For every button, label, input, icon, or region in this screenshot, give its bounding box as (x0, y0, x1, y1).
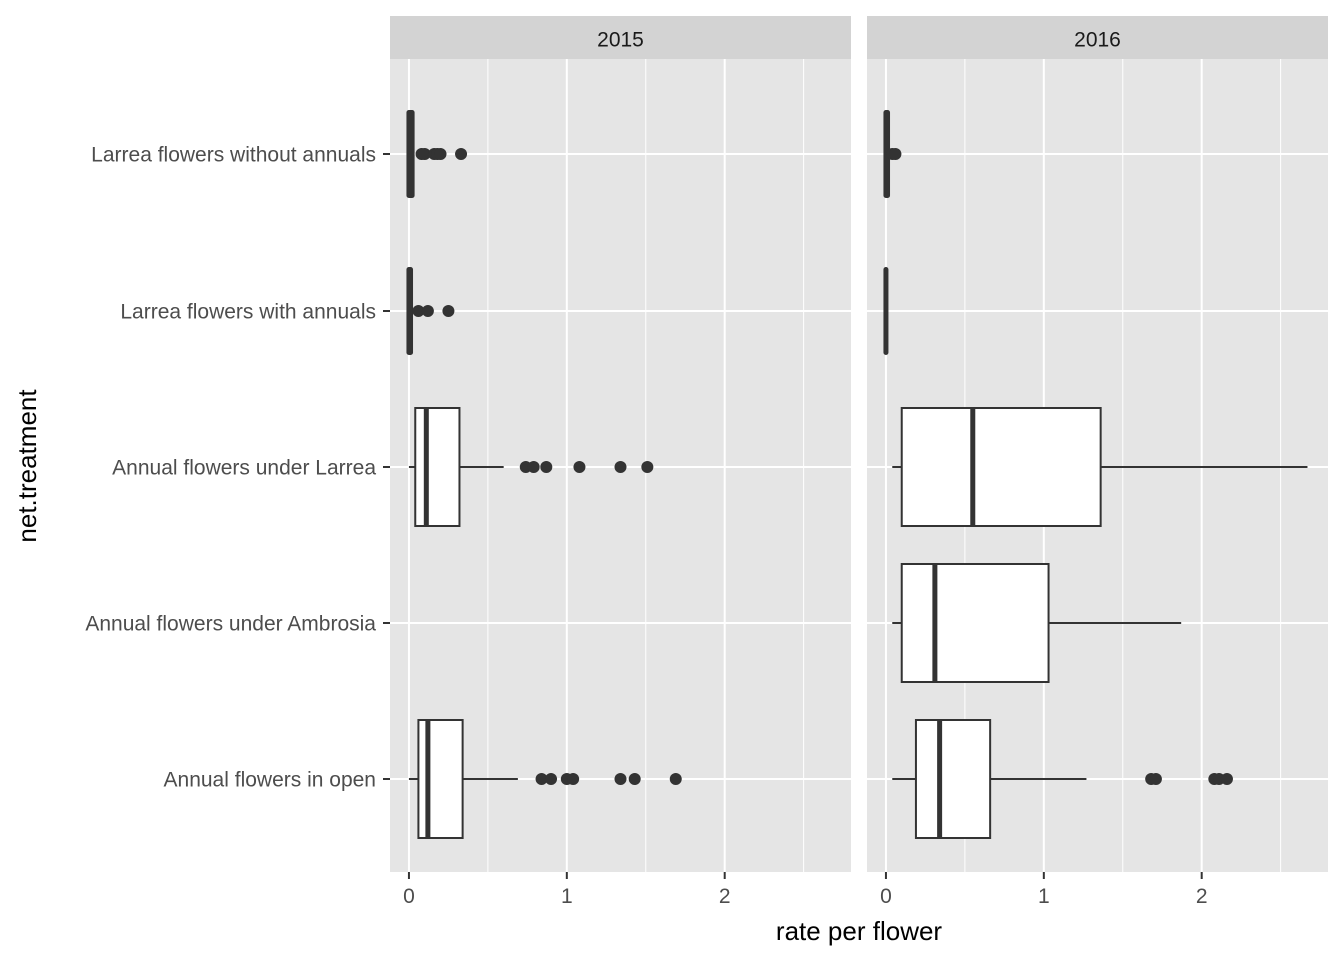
y-tick-label: Annual flowers in open (164, 769, 376, 792)
outlier-point (614, 461, 627, 473)
outlier-point (628, 773, 641, 785)
box-group (892, 563, 1182, 683)
outlier-point (421, 305, 434, 317)
outlier-point (614, 773, 627, 785)
x-tick-label: 1 (561, 885, 573, 908)
outlier-point (567, 773, 580, 785)
outlier-point (889, 148, 902, 160)
outlier-point (527, 461, 540, 473)
outlier-point (455, 148, 468, 160)
facet-panel-2015: 2015 0 1 2 (390, 16, 851, 908)
x-tick-label: 0 (880, 885, 892, 908)
box-body (417, 719, 464, 839)
x-tick-label: 1 (1038, 885, 1050, 908)
outlier-point (545, 773, 558, 785)
outlier-point (412, 305, 425, 317)
outlier-point (418, 148, 431, 160)
x-axis-ticks: 0 1 2 (880, 872, 1208, 908)
outlier-point (669, 773, 682, 785)
x-tick-label: 2 (1196, 885, 1208, 908)
y-tick-label: Larrea flowers with annuals (120, 301, 376, 324)
y-tick-label: Larrea flowers without annuals (91, 144, 376, 167)
x-tick-label: 0 (403, 885, 415, 908)
box-body (900, 563, 1050, 683)
x-axis-ticks: 0 1 2 (403, 872, 731, 908)
box-group (406, 110, 468, 198)
box-group (406, 267, 455, 355)
x-axis-title: rate per flower (776, 916, 943, 946)
box-group (892, 719, 1233, 839)
y-tick-label: Annual flowers under Larrea (112, 457, 376, 480)
box-body (406, 110, 415, 198)
outlier-point (573, 461, 586, 473)
outlier-point (1149, 773, 1162, 785)
y-axis: Larrea flowers without annuals Larrea flo… (85, 144, 390, 792)
outlier-point (540, 461, 553, 473)
y-axis-title: net.treatment (12, 389, 42, 543)
box-body (914, 719, 992, 839)
boxes (883, 110, 1308, 839)
strip-background (867, 16, 1328, 59)
outlier-point (1220, 773, 1233, 785)
boxes (406, 110, 682, 839)
strip-label: 2016 (1074, 29, 1121, 52)
strip-label: 2015 (597, 29, 644, 52)
box-group (408, 719, 682, 839)
box-group (408, 407, 654, 527)
x-tick-label: 2 (719, 885, 731, 908)
box-group (883, 267, 889, 355)
box-body (900, 407, 1102, 527)
box-group (892, 407, 1308, 527)
y-tick-label: Annual flowers under Ambrosia (85, 613, 376, 636)
outlier-point (434, 148, 447, 160)
outlier-point (442, 305, 455, 317)
box-body (406, 267, 414, 355)
facet-panel-2016: 2016 0 1 2 (867, 16, 1328, 908)
box-body (414, 407, 461, 527)
box-group (883, 110, 902, 198)
box-body (883, 267, 889, 355)
outlier-point (641, 461, 654, 473)
outlier-point (535, 773, 548, 785)
strip-background (390, 16, 851, 59)
